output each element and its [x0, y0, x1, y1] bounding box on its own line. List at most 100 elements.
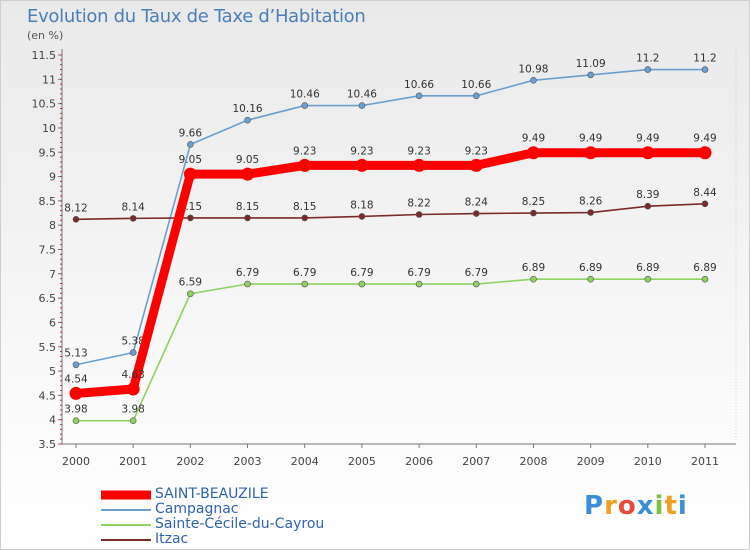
data-point — [358, 213, 366, 220]
data-point — [187, 290, 194, 298]
data-point — [587, 209, 594, 216]
data-label: 8.18 — [350, 199, 373, 211]
data-point — [72, 216, 80, 223]
data-point — [530, 209, 537, 217]
data-point — [301, 102, 309, 109]
data-point — [701, 66, 709, 73]
data-label: 6.79 — [465, 267, 488, 279]
x-tick-label: 2002 — [176, 455, 204, 468]
x-tick-label: 2010 — [634, 455, 662, 468]
x-tick-label: 2011 — [691, 455, 719, 468]
data-label: 10.46 — [290, 89, 320, 101]
proxiti-logo: Proxiti — [584, 491, 688, 521]
data-label: 3.98 — [64, 404, 87, 416]
y-tick-label: 9 — [49, 171, 56, 184]
data-label: 6.89 — [636, 262, 659, 274]
data-label: 10.46 — [347, 89, 377, 101]
data-label: 8.39 — [636, 189, 659, 201]
logo-letter: o — [617, 491, 637, 521]
logo-letter: i — [654, 491, 665, 521]
data-label: 6.79 — [407, 267, 430, 279]
x-tick-label: 2009 — [577, 455, 605, 468]
legend-label: Sainte-Cécile-du-Cayrou — [155, 516, 325, 532]
data-label: 10.66 — [404, 79, 434, 91]
data-point — [72, 417, 80, 424]
logo-letter: P — [584, 491, 605, 521]
x-tick-label: 2008 — [519, 455, 547, 468]
data-label: 6.79 — [236, 267, 259, 279]
data-point — [187, 141, 194, 148]
data-label: 9.49 — [522, 133, 545, 145]
data-label: 6.79 — [350, 267, 373, 279]
data-point — [129, 417, 137, 424]
data-point — [701, 275, 709, 283]
data-label: 8.15 — [236, 201, 259, 213]
data-label: 11.2 — [636, 53, 659, 65]
legend-label: Itzac — [155, 531, 189, 547]
logo-letter: t — [664, 491, 678, 521]
y-tick-label: 11.5 — [32, 49, 57, 62]
x-tick-label: 2005 — [348, 455, 376, 468]
y-tick-label: 11 — [42, 73, 56, 86]
data-label: 8.15 — [293, 201, 316, 213]
y-tick-label: 8 — [49, 219, 56, 232]
data-point — [301, 214, 309, 222]
legend-swatch — [101, 508, 151, 511]
x-tick-label: 2001 — [119, 455, 147, 468]
data-point — [644, 66, 652, 73]
data-point — [698, 146, 712, 160]
legend-swatch — [101, 538, 151, 541]
data-point — [126, 382, 140, 396]
data-label: 11.2 — [693, 53, 716, 65]
data-point — [526, 146, 540, 160]
y-tick-label: 4.5 — [39, 389, 57, 402]
data-point — [472, 210, 480, 217]
data-point — [644, 275, 652, 283]
y-tick-label: 5 — [49, 365, 56, 378]
data-label: 8.22 — [407, 197, 430, 209]
data-point — [587, 275, 594, 283]
y-tick-label: 7 — [49, 268, 56, 281]
data-label: 9.05 — [236, 154, 259, 166]
data-label: 8.24 — [465, 197, 489, 209]
data-label: 9.49 — [579, 133, 602, 145]
data-point — [472, 92, 480, 100]
series-line — [75, 68, 706, 366]
legend-swatch — [101, 490, 151, 499]
data-label: 9.23 — [465, 145, 488, 157]
data-point — [472, 280, 480, 288]
data-point — [415, 280, 423, 288]
y-tick-label: 5.5 — [39, 341, 57, 354]
data-label: 9.05 — [179, 154, 202, 166]
logo-letter: r — [604, 491, 618, 521]
data-point — [355, 158, 369, 172]
data-label: 10.98 — [518, 63, 548, 75]
data-label: 10.66 — [461, 79, 491, 91]
y-tick-label: 8.5 — [39, 195, 57, 208]
data-label: 8.12 — [64, 202, 87, 214]
data-label: 11.09 — [576, 58, 606, 70]
data-label: 8.14 — [121, 201, 145, 213]
data-label: 8.44 — [693, 187, 717, 199]
data-point — [244, 214, 251, 222]
data-point — [530, 275, 537, 283]
data-label: 6.79 — [293, 267, 316, 279]
data-label: 5.38 — [121, 336, 144, 348]
logo-letter: x — [636, 491, 655, 521]
data-label: 6.89 — [579, 262, 602, 274]
data-point — [244, 280, 251, 288]
data-point — [530, 76, 537, 84]
data-point — [415, 211, 423, 218]
y-tick-label: 6.5 — [39, 292, 57, 305]
chart-unit-label: (en %) — [27, 29, 64, 42]
data-point — [129, 215, 137, 222]
y-tick-label: 9.5 — [39, 146, 57, 159]
data-label: 9.23 — [293, 145, 316, 157]
data-label: 10.16 — [233, 103, 263, 115]
data-point — [358, 280, 366, 288]
data-point — [301, 280, 309, 288]
legend-swatch — [101, 523, 151, 526]
data-label: 8.25 — [522, 196, 545, 208]
